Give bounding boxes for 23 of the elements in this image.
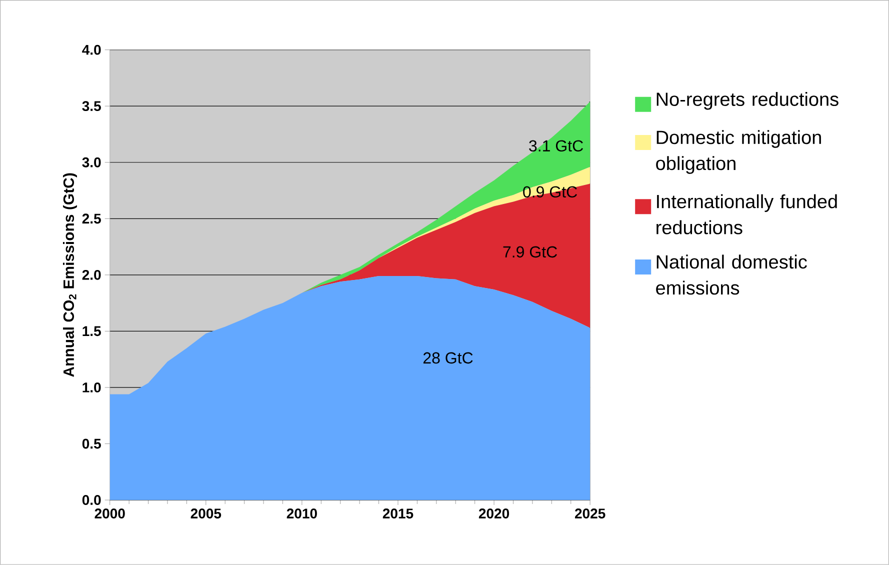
y-tick-label: 0.5 (82, 438, 101, 449)
x-tick-label: 2010 (286, 508, 317, 519)
y-tick-label: 2.0 (82, 270, 101, 280)
y-tick-label: 3.0 (82, 157, 101, 168)
legend-label: Internationally funded reductions (656, 194, 837, 234)
legend-label: Domestic mitigation obligation (656, 130, 821, 174)
legend-label: National domestic emissions (656, 254, 807, 295)
x-tick-label: 2020 (478, 508, 510, 519)
y-tick-label: 2.5 (82, 214, 101, 224)
y-tick-label: 1.5 (82, 326, 101, 336)
y-tick-label: 1.0 (82, 382, 101, 393)
y-tick-label: 3.5 (82, 101, 101, 112)
y-tick-label: 0.0 (82, 495, 101, 506)
y-axis-title: Annual CO$_{2}$ Emissions (GtC) (62, 173, 77, 378)
x-tick-label: 2015 (382, 508, 414, 519)
annotation: 28 GtC (423, 352, 473, 364)
y-tick-label: 4.0 (82, 44, 101, 55)
legend-label: No-regrets reductions (656, 92, 838, 110)
x-tick-label: 2000 (94, 508, 125, 519)
x-tick-label: 2025 (574, 508, 606, 519)
annotation: 7.9 GtC (503, 246, 558, 258)
annotation: 0.9 GtC (523, 186, 578, 198)
x-tick-label: 2005 (190, 508, 222, 519)
